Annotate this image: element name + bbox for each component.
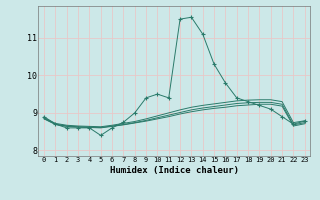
X-axis label: Humidex (Indice chaleur): Humidex (Indice chaleur) bbox=[110, 166, 239, 175]
